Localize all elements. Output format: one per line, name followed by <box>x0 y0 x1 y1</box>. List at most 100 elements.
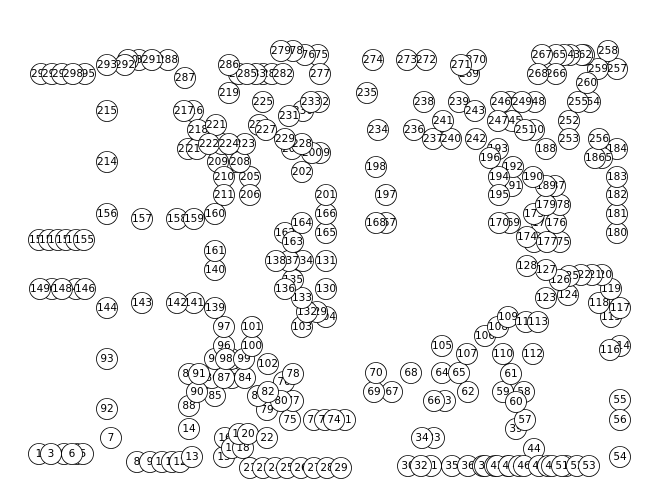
node-circle <box>204 203 226 225</box>
node-144: 144 <box>96 297 118 319</box>
node-label: 109 <box>498 311 518 323</box>
node-235: 235 <box>356 82 378 104</box>
node-label: 161 <box>205 245 225 257</box>
node-label: 166 <box>316 208 336 220</box>
node-label: 241 <box>433 115 453 127</box>
node-231: 231 <box>278 105 300 127</box>
node-label: 229 <box>275 133 295 145</box>
node-label: 267 <box>532 49 552 61</box>
node-circle <box>527 63 549 85</box>
node-circle <box>96 100 118 122</box>
node-label: 92 <box>100 403 113 415</box>
node-55: 55 <box>609 389 631 411</box>
node-circle <box>96 203 118 225</box>
node-label: 148 <box>52 283 72 295</box>
node-label: 168 <box>366 217 386 229</box>
node-201: 201 <box>315 184 337 206</box>
node-circle <box>257 381 279 403</box>
node-label: 195 <box>489 189 509 201</box>
node-label: 268 <box>528 68 548 80</box>
node-274: 274 <box>362 49 384 71</box>
node-249: 249 <box>511 91 533 113</box>
node-219: 219 <box>218 82 240 104</box>
node-label: 238 <box>414 96 434 108</box>
node-label: 183 <box>607 171 627 183</box>
node-circle <box>578 455 600 477</box>
node-label: 208 <box>230 156 250 168</box>
node-label: 227 <box>256 124 276 136</box>
node-label: 18 <box>236 442 249 454</box>
node-circle <box>522 343 544 365</box>
node-circle <box>291 161 313 183</box>
node-circle <box>315 278 337 300</box>
node-label: 272 <box>416 54 436 66</box>
node-circle <box>96 348 118 370</box>
node-label: 273 <box>397 54 417 66</box>
node-label: 128 <box>517 260 537 272</box>
node-273: 273 <box>396 49 418 71</box>
node-circle <box>291 287 313 309</box>
node-label: 112 <box>523 348 543 360</box>
node-252: 252 <box>558 110 580 132</box>
node-161: 161 <box>204 240 226 262</box>
node-label: 28 <box>320 462 333 474</box>
node-91: 91 <box>188 363 210 385</box>
node-51: 51 <box>551 455 573 477</box>
node-57: 57 <box>514 409 536 431</box>
node-116: 116 <box>599 339 621 361</box>
node-285: 285 <box>236 63 258 85</box>
node-182: 182 <box>606 184 628 206</box>
node-circle <box>183 208 205 230</box>
node-label: 197 <box>376 189 396 201</box>
node-label: 170 <box>489 217 509 229</box>
node-circle <box>511 91 533 113</box>
node-168: 168 <box>365 212 387 234</box>
node-label: 13 <box>185 451 198 463</box>
node-181: 181 <box>606 203 628 225</box>
node-288: 288 <box>157 49 179 71</box>
node-circle <box>450 54 472 76</box>
node-266: 266 <box>545 63 567 85</box>
node-circle <box>74 278 96 300</box>
node-label: 198 <box>366 161 386 173</box>
node-70: 70 <box>365 362 387 384</box>
node-131: 131 <box>315 250 337 272</box>
node-190: 190 <box>522 166 544 188</box>
node-label: 35 <box>445 460 458 472</box>
node-label: 156 <box>97 208 117 220</box>
node-107: 107 <box>456 343 478 365</box>
node-100: 100 <box>241 335 263 357</box>
node-label: 176 <box>546 217 566 229</box>
node-circle <box>576 72 598 94</box>
node-259: 259 <box>587 58 609 80</box>
node-circle <box>479 147 501 169</box>
node-69: 69 <box>363 381 385 403</box>
node-label: 62 <box>461 386 474 398</box>
node-circle <box>96 297 118 319</box>
node-286: 286 <box>218 54 240 76</box>
node-label: 144 <box>97 302 117 314</box>
node-255: 255 <box>567 91 589 113</box>
node-circle <box>61 443 83 465</box>
node-166: 166 <box>315 203 337 225</box>
node-label: 127 <box>536 264 556 276</box>
node-174: 174 <box>516 226 538 248</box>
node-label: 180 <box>607 227 627 239</box>
node-label: 82 <box>261 386 274 398</box>
node-label: 271 <box>451 59 471 71</box>
node-label: 107 <box>457 348 477 360</box>
node-label: 181 <box>607 208 627 220</box>
node-62: 62 <box>457 381 479 403</box>
node-circle <box>174 67 196 89</box>
node-34: 34 <box>411 427 433 449</box>
node-61: 61 <box>500 363 522 385</box>
node-label: 87 <box>217 372 230 384</box>
node-194: 194 <box>488 166 510 188</box>
node-circle <box>599 339 621 361</box>
node-circle <box>213 184 235 206</box>
node-label: 277 <box>310 68 330 80</box>
node-circle <box>218 54 240 76</box>
node-label: 236 <box>404 124 424 136</box>
node-label: 182 <box>607 189 627 201</box>
node-240: 240 <box>440 128 462 150</box>
